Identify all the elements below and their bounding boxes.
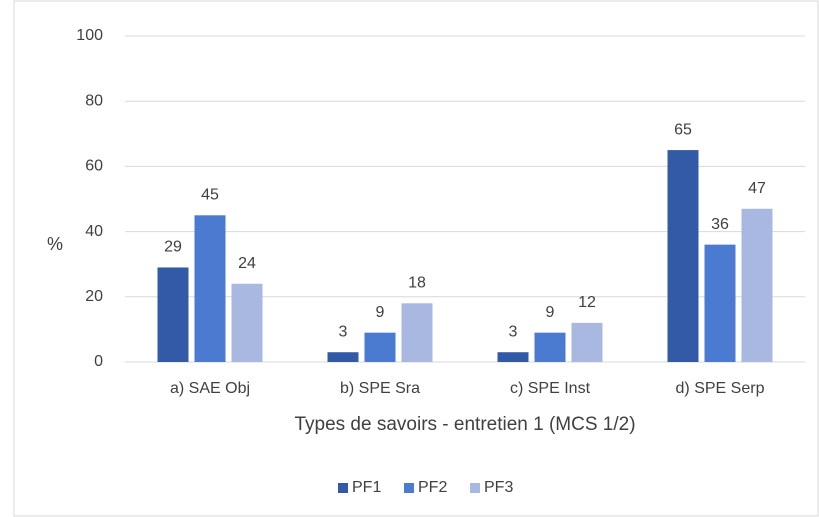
y-tick-label: 60 bbox=[85, 158, 103, 175]
legend-label: PF1 bbox=[352, 479, 381, 496]
x-tick-label: a) SAE Obj bbox=[170, 380, 250, 397]
x-tick-label: b) SPE Sra bbox=[340, 380, 420, 397]
legend-label: PF3 bbox=[484, 479, 513, 496]
legend-label: PF2 bbox=[418, 479, 447, 496]
y-tick-label: 20 bbox=[85, 288, 103, 305]
data-label: 12 bbox=[578, 294, 596, 311]
legend-swatch bbox=[338, 483, 348, 493]
data-label: 36 bbox=[711, 216, 729, 233]
data-label: 9 bbox=[546, 304, 555, 321]
bar bbox=[401, 303, 433, 362]
x-axis-label: Types de savoirs - entretien 1 (MCS 1/2) bbox=[294, 414, 635, 435]
data-label: 45 bbox=[201, 187, 219, 204]
bar bbox=[497, 352, 529, 362]
data-label: 47 bbox=[748, 180, 766, 197]
y-tick-label: 80 bbox=[85, 92, 103, 109]
data-label: 18 bbox=[408, 275, 426, 292]
bar bbox=[231, 283, 263, 362]
bar bbox=[534, 332, 566, 362]
data-label: 9 bbox=[376, 304, 385, 321]
legend-swatch bbox=[404, 483, 414, 493]
bar bbox=[327, 352, 359, 362]
data-label: 29 bbox=[164, 239, 182, 256]
data-label: 3 bbox=[509, 323, 518, 340]
bar bbox=[194, 215, 226, 362]
data-label: 24 bbox=[238, 255, 256, 272]
bar bbox=[667, 150, 699, 362]
y-tick-label: 0 bbox=[94, 353, 103, 370]
y-tick-label: 40 bbox=[85, 223, 103, 240]
x-tick-label: c) SPE Inst bbox=[510, 380, 591, 397]
legend-swatch bbox=[470, 483, 480, 493]
bar bbox=[741, 208, 773, 362]
y-tick-label: 100 bbox=[76, 27, 103, 44]
bar bbox=[157, 267, 189, 362]
data-label: 3 bbox=[339, 323, 348, 340]
bar bbox=[704, 244, 736, 362]
y-axis-label: % bbox=[47, 234, 63, 254]
bar bbox=[571, 322, 603, 362]
bar bbox=[364, 332, 396, 362]
x-tick-label: d) SPE Serp bbox=[676, 380, 765, 397]
data-label: 65 bbox=[674, 121, 692, 138]
